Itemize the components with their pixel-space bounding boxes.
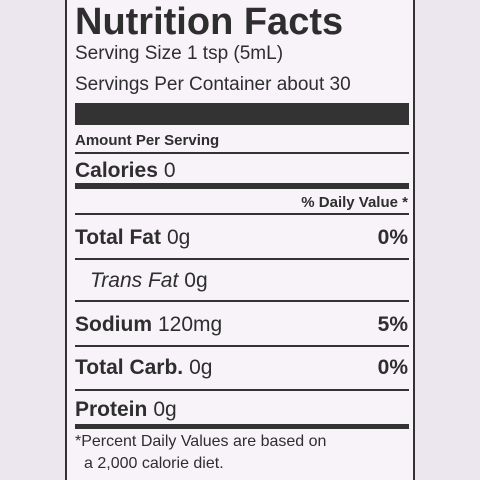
calories-label: Calories <box>75 159 158 182</box>
nutrient-label: Total Fat <box>75 226 161 249</box>
serving-size: Serving Size 1 tsp (5mL) <box>75 43 284 64</box>
servings-per-container: Servings Per Container about 30 <box>75 74 351 95</box>
divider <box>75 213 409 215</box>
medium-bar <box>75 183 409 189</box>
calories-amount: 0 <box>163 159 176 182</box>
footnote-line: a 2,000 calorie diet. <box>84 455 224 472</box>
nutrient-amount: 0g <box>189 356 213 379</box>
nutrient-row: Total Fat 0g 0% <box>75 227 408 248</box>
divider <box>75 258 409 260</box>
nutrient-label: Total Carb. <box>75 356 184 379</box>
title: Nutrition Facts <box>75 1 344 43</box>
nutrient-label: Trans Fat <box>90 269 179 292</box>
nutrient-row: Sodium 120mg 5% <box>75 314 408 335</box>
daily-value: 0% <box>377 226 408 249</box>
nutrient-row: Protein 0g <box>75 399 408 420</box>
calories-row: Calories 0 <box>75 160 408 181</box>
nutrient-amount: 120mg <box>158 313 223 336</box>
amount-per-serving: Amount Per Serving <box>75 132 220 149</box>
nutrient-amount: 0g <box>153 398 177 421</box>
nutrient-label: Sodium <box>75 313 152 336</box>
nutrient-row: Trans Fat 0g <box>90 270 408 291</box>
thick-bar <box>75 103 409 125</box>
divider <box>75 152 409 154</box>
nutrient-row: Total Carb. 0g 0% <box>75 357 408 378</box>
divider <box>75 345 409 347</box>
daily-value-header: % Daily Value * <box>301 194 408 211</box>
label-border <box>65 0 415 480</box>
footnote-line: *Percent Daily Values are based on <box>75 433 327 450</box>
nutrient-amount: 0g <box>184 269 208 292</box>
bottom-bar <box>75 424 409 429</box>
daily-value: 5% <box>377 313 408 336</box>
nutrient-label: Protein <box>75 398 148 421</box>
daily-value: 0% <box>377 356 408 379</box>
divider <box>75 389 409 391</box>
divider <box>75 300 409 302</box>
nutrient-amount: 0g <box>166 226 191 249</box>
